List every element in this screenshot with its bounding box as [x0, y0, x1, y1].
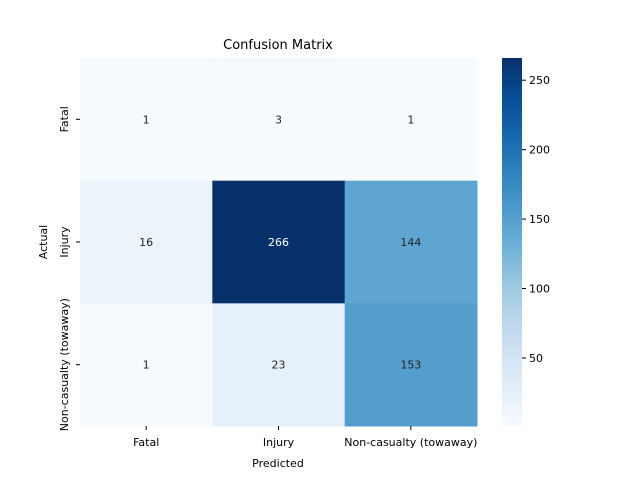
y-tick-label: Fatal: [58, 106, 71, 132]
cell-value-label: 1: [407, 113, 414, 126]
heatmap-cell: [212, 58, 346, 182]
heatmap-cell: [80, 303, 213, 427]
colorbar: [502, 58, 522, 426]
heatmap-cell: [80, 58, 213, 182]
x-tick-label: Injury: [263, 436, 295, 449]
cell-value-label: 3: [275, 113, 282, 126]
x-tick-label: Fatal: [133, 436, 159, 449]
y-axis-ticks: Fatal Injury Non-casualty (towaway): [58, 106, 80, 431]
heatmap-cell: [212, 180, 346, 304]
colorbar-tick-label: 50: [529, 352, 543, 365]
y-tick-label: Injury: [58, 226, 71, 258]
colorbar-tick-label: 200: [529, 144, 550, 157]
x-tick-label: Non-casualty (towaway): [344, 436, 477, 449]
colorbar-tick-label: 250: [529, 74, 550, 87]
x-axis-label: Predicted: [252, 457, 304, 470]
y-axis-label: Actual: [37, 225, 50, 259]
heatmap-cell: [344, 303, 478, 427]
cell-value-label: 1: [143, 359, 150, 372]
heatmap-cell: [80, 180, 213, 304]
cell-value-label: 266: [268, 236, 289, 249]
heatmap-cell: [344, 180, 478, 304]
cell-value-label: 23: [272, 359, 286, 372]
y-tick-label: Non-casualty (towaway): [58, 298, 71, 431]
x-axis-ticks: Fatal Injury Non-casualty (towaway): [133, 426, 477, 449]
chart-title: Confusion Matrix: [223, 38, 333, 53]
colorbar-ticks: 50 100 150 200 250: [522, 74, 550, 365]
heatmap-cell-labels: 1 3 1 16 266 144 1 23 153: [139, 113, 421, 371]
heatmap-cells: [80, 58, 478, 427]
cell-value-label: 1: [143, 113, 150, 126]
cell-value-label: 144: [400, 236, 421, 249]
heatmap-cell: [212, 303, 346, 427]
colorbar-tick-label: 150: [529, 213, 550, 226]
colorbar-tick-label: 100: [529, 283, 550, 296]
heatmap-cell: [344, 58, 478, 182]
cell-value-label: 16: [139, 236, 153, 249]
cell-value-label: 153: [400, 359, 421, 372]
